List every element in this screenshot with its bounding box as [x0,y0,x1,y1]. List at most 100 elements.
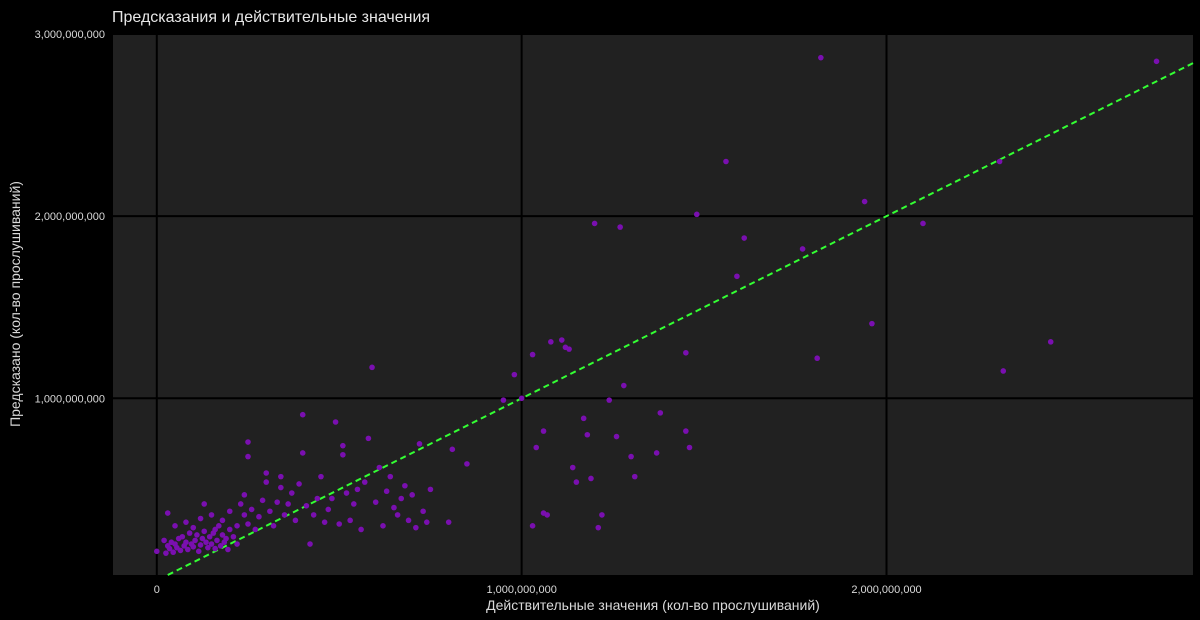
data-point [299,450,306,456]
data-point [405,517,412,524]
data-point [259,497,266,504]
data-point [544,512,550,518]
data-point [278,473,284,480]
data-point [288,490,295,496]
data-point [161,537,167,544]
data-point [613,433,620,440]
data-point [201,501,208,507]
data-point [219,532,226,538]
data-point [267,508,273,515]
x-axis-label: Действительные значения (кол-во прослуши… [486,597,820,613]
data-points [153,54,1160,556]
data-point [358,526,364,533]
data-point [420,508,426,515]
data-point [212,526,218,533]
data-point [241,492,248,498]
data-point [734,273,740,280]
data-point [683,428,689,434]
data-point [548,339,554,345]
data-point [179,533,186,540]
data-point [398,495,405,502]
data-point [186,530,193,536]
data-point [996,158,1003,165]
data-point [361,479,368,485]
data-point [278,484,284,491]
data-point [208,512,215,518]
data-point [511,371,518,378]
data-point [230,533,237,540]
data-point [245,439,251,445]
data-point [449,446,456,453]
data-point [741,235,748,241]
y-axis-label: Предсказано (кол-во прослушиваний) [7,181,23,427]
data-point [205,544,211,551]
data-point [310,512,317,518]
data-point [299,411,306,418]
data-point [423,519,430,525]
data-point [380,523,386,529]
data-point [500,397,507,403]
data-point [201,528,208,535]
data-point [172,523,178,529]
data-point [818,54,824,61]
gridlines [113,33,1193,575]
data-point [216,523,222,529]
x-tick-label: 1,000,000,000 [486,584,556,596]
data-point [208,541,215,547]
data-point [566,346,572,352]
data-point [340,442,346,449]
data-point [387,473,394,480]
data-point [263,470,270,476]
data-point [212,545,218,552]
data-point [307,541,313,547]
data-point [296,481,302,487]
data-point [653,450,660,456]
data-point [329,495,335,502]
data-point [177,547,184,554]
data-point [584,431,591,438]
data-point [686,444,693,451]
data-point [606,397,613,403]
data-point [383,488,390,495]
data-point [195,548,202,555]
data-point [580,415,587,422]
x-tick-label: 0 [154,584,160,596]
data-point [376,464,383,471]
data-point [1153,58,1160,65]
data-point [920,220,926,227]
data-point [256,513,262,520]
data-point [445,519,452,525]
data-point [270,523,277,529]
data-point [372,499,379,505]
data-point [588,475,594,482]
data-point [351,501,357,507]
data-point [314,495,321,502]
data-point [869,320,875,327]
data-point [595,524,602,531]
data-point [263,479,270,485]
data-point [183,539,189,546]
data-point [206,533,213,540]
data-point [237,501,244,507]
reference-line [167,62,1194,576]
data-point [234,523,240,529]
data-point [533,444,540,451]
data-point [203,539,209,546]
data-point [343,490,350,496]
data-point [325,506,332,513]
data-point [226,526,233,533]
data-point [347,517,353,524]
data-point [241,512,248,518]
data-point [225,546,231,553]
data-point [799,246,806,252]
plot-panel [113,34,1193,575]
data-point [194,532,200,538]
data-point [529,351,536,358]
data-point [219,517,226,524]
data-point [197,542,204,548]
data-point [190,524,197,531]
x-tick-label: 2,000,000,000 [851,584,921,596]
data-point [190,543,197,550]
data-point [163,550,169,556]
data-point [318,473,324,480]
